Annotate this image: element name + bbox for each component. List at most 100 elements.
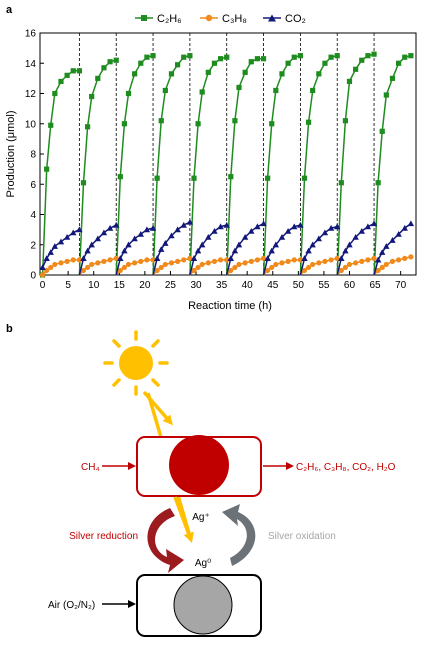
data-point-1-0-2 <box>48 264 54 271</box>
data-point-0-4-1 <box>191 175 197 181</box>
sun-icon <box>103 330 169 396</box>
x-tick-label: 45 <box>267 280 279 291</box>
data-point-1-2-1 <box>117 267 123 274</box>
data-point-2-5-4 <box>241 233 249 240</box>
y-tick-label: 8 <box>30 150 36 161</box>
data-point-1-0-7 <box>76 257 82 263</box>
data-point-0-6-2 <box>269 121 275 127</box>
data-point-2-0-3 <box>51 243 59 249</box>
data-point-0-5-2 <box>232 118 238 124</box>
data-point-0-0-3 <box>52 90 58 97</box>
data-point-1-4-2 <box>195 264 201 271</box>
data-point-2-1-7 <box>113 221 120 228</box>
data-point-1-8-7 <box>371 255 377 261</box>
data-point-2-4-6 <box>217 223 224 230</box>
data-point-1-8-1 <box>338 267 344 274</box>
series-line-2-cycle-1 <box>78 224 117 276</box>
data-point-1-9-1 <box>375 267 381 274</box>
x-tick-label: 50 <box>293 280 305 291</box>
data-point-0-0-4 <box>58 78 64 84</box>
data-point-1-4-4 <box>205 260 211 266</box>
data-point-0-3-3 <box>162 87 168 94</box>
x-tick-label: 20 <box>139 280 151 291</box>
light-ray-inner <box>173 496 194 543</box>
data-point-2-4-5 <box>211 227 218 234</box>
data-point-0-8-2 <box>342 118 349 124</box>
data-point-2-4-3 <box>198 241 206 248</box>
data-point-0-7-6 <box>328 54 334 60</box>
data-point-2-3-6 <box>180 221 187 228</box>
legend-entry-c2h6: C₂H₆ <box>135 13 182 25</box>
data-point-2-1-5 <box>100 229 108 236</box>
data-point-1-6-3 <box>273 261 279 268</box>
legend-label-co2: CO₂ <box>285 13 306 25</box>
silver-oxidation-arrow <box>222 504 256 566</box>
data-point-2-8-5 <box>358 227 365 234</box>
series-line-2-cycle-3 <box>152 221 191 276</box>
data-point-0-8-1 <box>338 180 344 186</box>
series-line-0-cycle-7 <box>299 54 338 276</box>
data-point-1-4-6 <box>217 257 224 263</box>
data-point-2-0-1 <box>43 255 50 261</box>
data-point-2-0-4 <box>57 238 65 245</box>
series-line-0-cycle-1 <box>78 59 117 276</box>
series-line-0-cycle-8 <box>336 53 375 276</box>
data-point-1-4-7 <box>224 257 230 263</box>
data-point-1-9-2 <box>379 264 385 271</box>
data-point-2-3-2 <box>158 246 165 252</box>
data-point-2-6-6 <box>291 223 298 230</box>
data-point-0-4-2 <box>195 121 201 127</box>
data-point-2-6-3 <box>272 241 280 248</box>
data-point-0-1-4 <box>95 75 101 81</box>
data-point-2-1-1 <box>80 255 87 261</box>
data-point-0-3-1 <box>154 175 160 181</box>
data-point-1-7-7 <box>334 255 340 261</box>
data-point-1-6-2 <box>269 264 275 271</box>
data-point-2-7-7 <box>334 223 341 230</box>
data-point-2-8-6 <box>364 223 372 230</box>
data-point-1-3-4 <box>168 260 175 266</box>
x-tick-label: 25 <box>165 280 177 291</box>
data-point-0-7-3 <box>310 87 316 94</box>
data-point-2-7-6 <box>327 224 335 231</box>
data-point-1-9-6 <box>402 255 408 261</box>
data-point-0-3-7 <box>187 53 193 59</box>
legend-marker-co2 <box>268 14 276 22</box>
data-point-2-1-4 <box>94 235 102 242</box>
series-line-0-cycle-5 <box>225 57 264 276</box>
x-tick-label: 15 <box>114 280 126 291</box>
data-point-2-8-1 <box>338 255 345 261</box>
data-point-2-9-6 <box>401 224 408 231</box>
data-point-1-5-6 <box>254 257 261 263</box>
y-tick-label: 4 <box>30 210 36 221</box>
data-point-2-6-5 <box>284 227 292 234</box>
data-point-0-6-1 <box>265 175 271 181</box>
data-point-1-7-5 <box>322 258 328 264</box>
data-point-1-3-1 <box>154 267 160 274</box>
x-tick-label: 70 <box>395 280 407 291</box>
data-point-0-1-7 <box>113 57 119 63</box>
data-point-0-6-4 <box>279 71 285 77</box>
data-point-0-8-6 <box>365 53 371 59</box>
data-point-2-2-2 <box>121 247 128 254</box>
series-line-2-cycle-4 <box>189 224 227 276</box>
y-tick-label: 10 <box>25 119 37 130</box>
x-tick-label: 0 <box>40 280 46 291</box>
legend-label-c2h6: C₂H₆ <box>157 13 182 25</box>
data-point-0-9-4 <box>389 75 396 81</box>
data-point-1-0-4 <box>58 260 64 266</box>
panel-b-label: b <box>6 323 13 335</box>
data-point-2-2-1 <box>117 255 124 261</box>
data-point-1-2-3 <box>125 261 132 268</box>
panel-b: b CH₄ <box>6 323 396 637</box>
data-point-2-9-1 <box>374 256 382 263</box>
silver-reduction-label: Silver reduction <box>69 531 138 542</box>
data-point-0-4-5 <box>211 60 218 66</box>
data-point-1-7-3 <box>310 261 316 268</box>
y-tick-label: 16 <box>25 29 37 40</box>
data-point-2-6-2 <box>268 247 275 254</box>
data-point-0-4-6 <box>217 56 224 62</box>
data-point-0-2-7 <box>150 53 156 59</box>
data-point-2-5-1 <box>227 255 235 261</box>
data-point-1-1-2 <box>84 264 91 271</box>
